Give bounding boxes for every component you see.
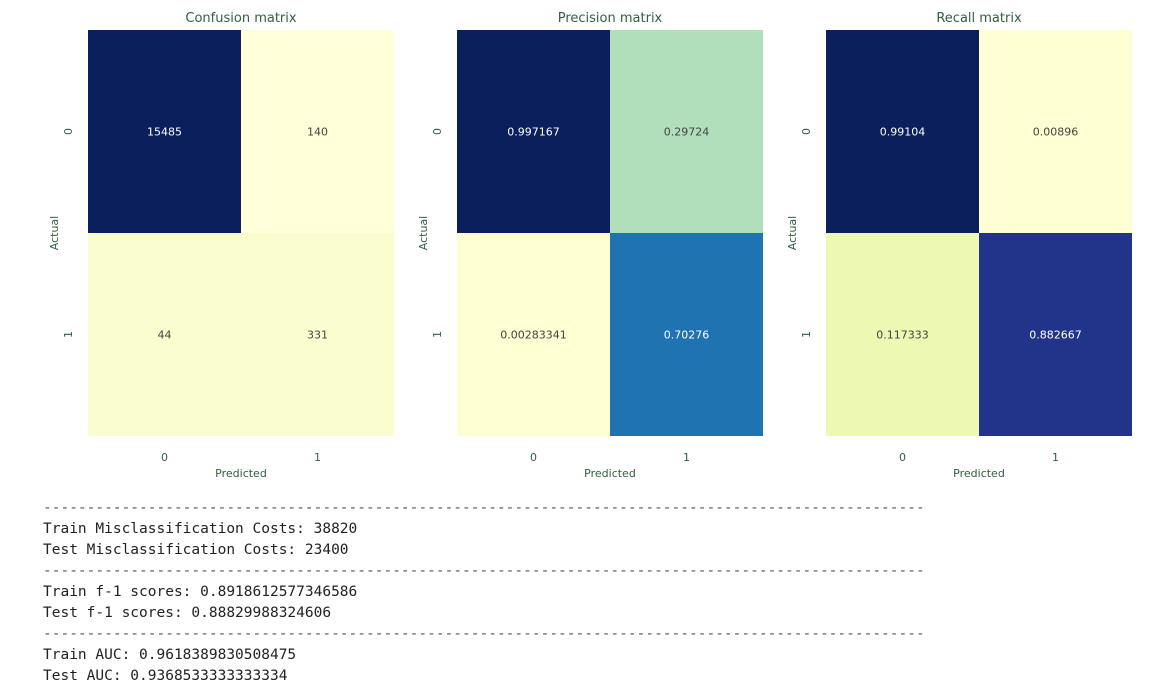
heatmap-figure: Confusion matrix 15485 140 44 331 0 1 0 1 Predict… (48, 11, 1132, 480)
cell-value-label: 0.997167 (507, 126, 560, 139)
separator-line: ----------------------------------------… (43, 626, 925, 642)
heatmap-cell (979, 30, 1132, 233)
x-axis-label: Predicted (584, 467, 636, 480)
x-tick-label: 1 (314, 451, 321, 464)
train-auc: Train AUC: 0.9618389830508475 (43, 647, 297, 663)
metrics-report: ----------------------------------------… (43, 498, 1023, 687)
x-axis-label: Predicted (953, 467, 1005, 480)
x-tick-label: 1 (1052, 451, 1059, 464)
cell-value-label: 331 (307, 329, 328, 342)
y-tick-label: 0 (62, 128, 75, 135)
heatmap-cell (979, 233, 1132, 436)
heatmap-cell (610, 30, 763, 233)
y-axis-label: Actual (417, 216, 430, 250)
train-misclassification-costs: Train Misclassification Costs: 38820 (43, 521, 358, 537)
heatmap-cell (88, 30, 241, 233)
heatmap-cell (826, 30, 979, 233)
y-tick-label: 1 (800, 331, 813, 338)
chart-title: Confusion matrix (185, 11, 296, 26)
heatmap-cell (241, 30, 394, 233)
y-tick-label: 0 (800, 128, 813, 135)
cell-value-label: 0.70276 (664, 329, 710, 342)
y-axis-label: Actual (48, 216, 61, 250)
cell-value-label: 0.117333 (876, 329, 929, 342)
cell-value-label: 0.00896 (1033, 126, 1079, 139)
heatmap-cell (457, 233, 610, 436)
heatmap-cell (610, 233, 763, 436)
y-axis-label: Actual (786, 216, 799, 250)
cell-value-label: 0.882667 (1029, 329, 1082, 342)
test-f1-scores: Test f-1 scores: 0.88829988324606 (43, 605, 332, 621)
x-tick-label: 0 (899, 451, 906, 464)
cell-value-label: 0.29724 (664, 126, 710, 139)
x-tick-label: 1 (683, 451, 690, 464)
chart-title: Recall matrix (936, 11, 1022, 26)
cell-value-label: 0.00283341 (500, 329, 566, 342)
heatmap-cell (457, 30, 610, 233)
y-tick-label: 0 (431, 128, 444, 135)
cell-value-label: 44 (158, 329, 172, 342)
train-f1-scores: Train f-1 scores: 0.8918612577346586 (43, 584, 358, 600)
heatmap-cell (826, 233, 979, 436)
heatmap-cell (88, 233, 241, 436)
chart-title: Precision matrix (558, 11, 663, 26)
test-misclassification-costs: Test Misclassification Costs: 23400 (43, 542, 349, 558)
cell-value-label: 140 (307, 126, 328, 139)
y-tick-label: 1 (62, 331, 75, 338)
x-tick-label: 0 (161, 451, 168, 464)
x-axis-label: Predicted (215, 467, 267, 480)
x-tick-label: 0 (530, 451, 537, 464)
heatmap-cell (241, 233, 394, 436)
separator-line: ----------------------------------------… (43, 563, 925, 579)
cell-value-label: 15485 (147, 126, 182, 139)
test-auc: Test AUC: 0.9368533333333334 (43, 668, 288, 684)
cell-value-label: 0.99104 (880, 126, 926, 139)
separator-line: ----------------------------------------… (43, 500, 925, 516)
y-tick-label: 1 (431, 331, 444, 338)
